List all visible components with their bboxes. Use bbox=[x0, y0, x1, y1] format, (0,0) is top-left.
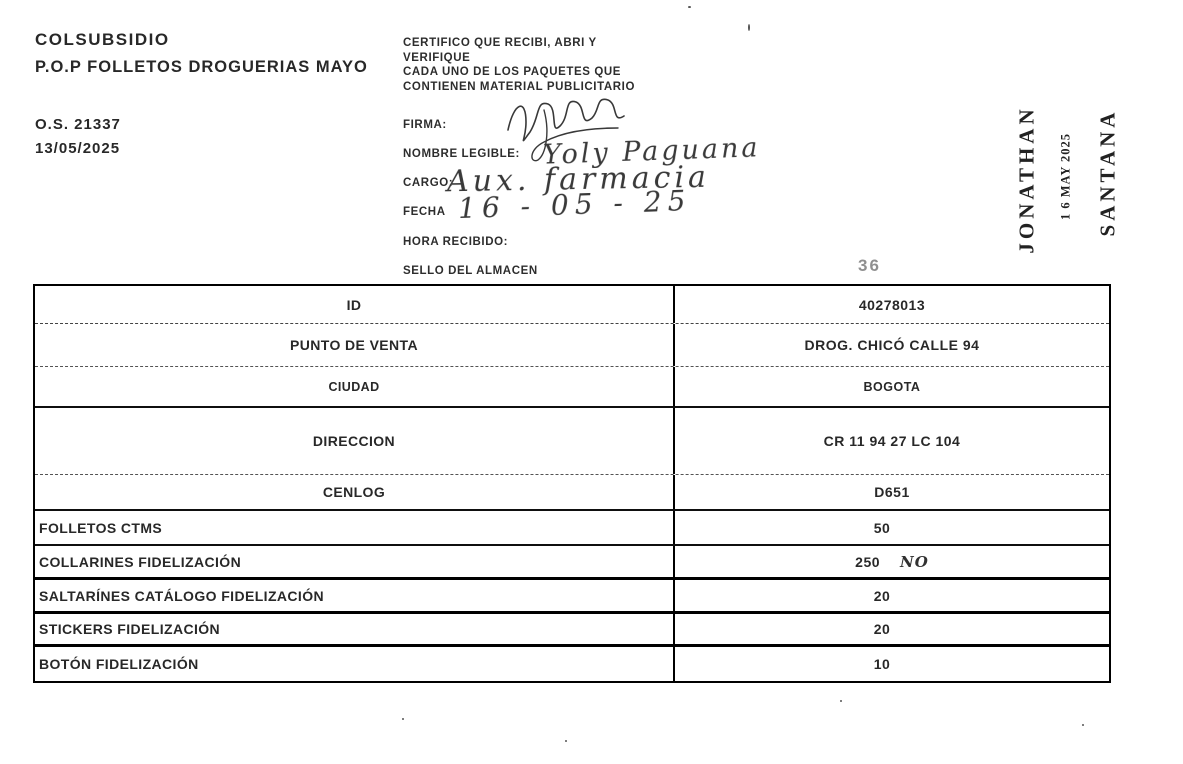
table-row: PUNTO DE VENTA DROG. CHICÓ CALLE 94 bbox=[35, 323, 1109, 366]
row-value-cell: 20 bbox=[675, 580, 1109, 611]
stickers-label: STICKERS FIDELIZACIÓN bbox=[39, 621, 221, 637]
fecha-label: FECHA bbox=[403, 206, 446, 218]
row-label-cell: CENLOG bbox=[35, 475, 675, 509]
certification-text: CERTIFICO QUE RECIBI, ABRI Y VERIFIQUE C… bbox=[403, 36, 635, 94]
company-name: COLSUBSIDIO bbox=[35, 30, 170, 49]
table-row: CENLOG D651 bbox=[35, 474, 1109, 509]
scan-speck bbox=[402, 718, 404, 720]
cargo-label: CARGO: bbox=[403, 177, 454, 189]
direccion-label: DIRECCION bbox=[312, 433, 396, 449]
saltarines-value: 20 bbox=[873, 587, 891, 604]
row-label-cell: STICKERS FIDELIZACIÓN bbox=[35, 614, 675, 644]
row-value-cell: D651 bbox=[675, 475, 1109, 509]
table-row: ID 40278013 bbox=[35, 286, 1109, 323]
scan-speck bbox=[565, 740, 567, 742]
folletos-ctms-value: 50 bbox=[873, 519, 891, 536]
ciudad-value: BOGOTA bbox=[863, 379, 921, 394]
collarines-handwritten-note: NO bbox=[900, 552, 929, 571]
row-value-cell: DROG. CHICÓ CALLE 94 bbox=[675, 324, 1109, 366]
row-label-cell: DIRECCION bbox=[35, 408, 675, 474]
table-row: STICKERS FIDELIZACIÓN 20 bbox=[35, 611, 1109, 644]
row-value-cell: CR 11 94 27 LC 104 bbox=[675, 408, 1109, 474]
scan-speck bbox=[840, 700, 842, 702]
fecha-handwriting: 16 - 05 - 25 bbox=[457, 183, 692, 226]
row-label-cell: FOLLETOS CTMS bbox=[35, 511, 675, 544]
row-label-cell: PUNTO DE VENTA bbox=[35, 324, 675, 366]
certification-line-4: CONTIENEN MATERIAL PUBLICITARIO bbox=[403, 80, 635, 93]
table-row: FOLLETOS CTMS 50 bbox=[35, 509, 1109, 544]
order-number: O.S. 21337 bbox=[35, 116, 121, 133]
signature-handwriting bbox=[500, 88, 690, 171]
campaign-title: P.O.P FOLLETOS DROGUERIAS MAYO bbox=[35, 58, 368, 76]
row-label-cell: SALTARÍNES CATÁLOGO FIDELIZACIÓN bbox=[35, 580, 675, 611]
certification-line-3: CADA UNO DE LOS PAQUETES QUE bbox=[403, 66, 622, 78]
scan-speck bbox=[748, 24, 750, 31]
order-date: 13/05/2025 bbox=[35, 140, 121, 157]
row-label-cell: ID bbox=[35, 286, 675, 323]
row-value-cell: 10 bbox=[675, 647, 1109, 681]
sello-almacen-label: SELLO DEL ALMACEN bbox=[403, 265, 538, 277]
row-value-cell: 250 NO bbox=[675, 546, 1109, 577]
firma-label: FIRMA: bbox=[403, 119, 447, 131]
row-value-cell: 50 bbox=[675, 511, 1109, 544]
scan-speck bbox=[688, 6, 691, 8]
punto-de-venta-label: PUNTO DE VENTA bbox=[290, 337, 418, 353]
table-row: DIRECCION CR 11 94 27 LC 104 bbox=[35, 406, 1109, 474]
row-value-cell: 40278013 bbox=[675, 286, 1109, 323]
scan-speck bbox=[1082, 724, 1084, 726]
stamp-name-santana: SANTANA bbox=[1095, 108, 1120, 237]
hora-recibido-label: HORA RECIBIDO: bbox=[403, 236, 509, 248]
punto-de-venta-value: DROG. CHICÓ CALLE 94 bbox=[804, 337, 980, 353]
table-row: CIUDAD BOGOTA bbox=[35, 366, 1109, 406]
nombre-legible-label: NOMBRE LEGIBLE: bbox=[403, 148, 520, 160]
row-label-cell: COLLARINES FIDELIZACIÓN bbox=[35, 546, 675, 577]
collarines-value: 250 bbox=[855, 553, 881, 570]
cenlog-value: D651 bbox=[874, 484, 910, 500]
row-label-cell: BOTÓN FIDELIZACIÓN bbox=[35, 647, 675, 681]
stamp-date: 1 6 MAY 2025 bbox=[1058, 132, 1073, 221]
cenlog-label: CENLOG bbox=[322, 484, 386, 500]
folletos-ctms-label: FOLLETOS CTMS bbox=[39, 519, 163, 536]
row-value-cell: 20 bbox=[675, 614, 1109, 644]
table-row: BOTÓN FIDELIZACIÓN 10 bbox=[35, 644, 1109, 681]
certification-line-1: CERTIFICO QUE RECIBI, ABRI Y bbox=[403, 37, 597, 49]
saltarines-label: SALTARÍNES CATÁLOGO FIDELIZACIÓN bbox=[39, 587, 325, 604]
row-value-cell: BOGOTA bbox=[675, 367, 1109, 406]
stamp-name-jonathan: JONATHAN bbox=[1014, 105, 1039, 254]
faint-stamp-number: 36 bbox=[858, 256, 881, 275]
boton-label: BOTÓN FIDELIZACIÓN bbox=[39, 656, 199, 672]
row-label-cell: CIUDAD bbox=[35, 367, 675, 406]
stickers-value: 20 bbox=[873, 621, 891, 637]
id-label: ID bbox=[346, 296, 362, 313]
ciudad-label: CIUDAD bbox=[328, 379, 380, 394]
delivery-table: ID 40278013 PUNTO DE VENTA DROG. CHICÓ C… bbox=[33, 284, 1111, 683]
boton-value: 10 bbox=[873, 656, 891, 672]
direccion-value: CR 11 94 27 LC 104 bbox=[823, 433, 961, 449]
id-value: 40278013 bbox=[858, 296, 926, 313]
table-row: SALTARÍNES CATÁLOGO FIDELIZACIÓN 20 bbox=[35, 577, 1109, 611]
collarines-label: COLLARINES FIDELIZACIÓN bbox=[39, 553, 242, 570]
table-row: COLLARINES FIDELIZACIÓN 250 NO bbox=[35, 544, 1109, 577]
certification-line-2: VERIFIQUE bbox=[403, 51, 471, 64]
signature-scribble-svg bbox=[507, 98, 625, 162]
